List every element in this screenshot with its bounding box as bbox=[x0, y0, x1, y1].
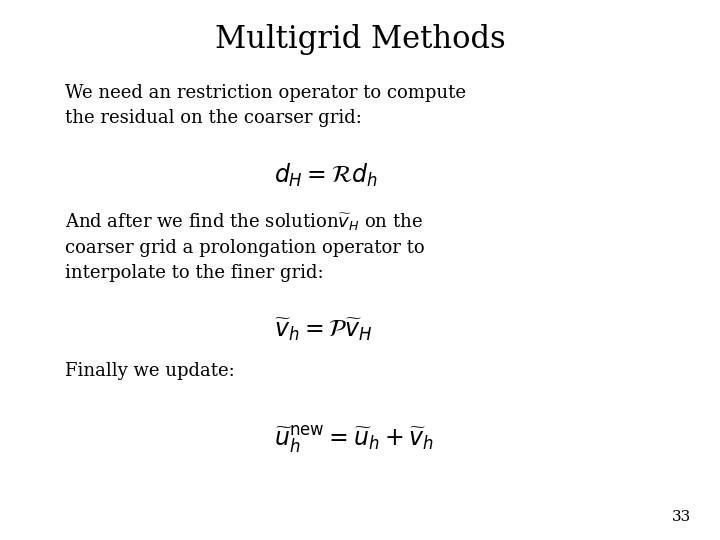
Text: We need an restriction operator to compute
the residual on the coarser grid:: We need an restriction operator to compu… bbox=[65, 84, 466, 127]
Text: Multigrid Methods: Multigrid Methods bbox=[215, 24, 505, 55]
Text: $\widetilde{u}_h^{\mathrm{new}} = \widetilde{u}_h + \widetilde{v}_h$: $\widetilde{u}_h^{\mathrm{new}} = \widet… bbox=[274, 424, 433, 455]
Text: $\widetilde{v}_h = \mathcal{P}\widetilde{v}_H$: $\widetilde{v}_h = \mathcal{P}\widetilde… bbox=[274, 316, 372, 343]
Text: And after we find the solution$\widetilde{v}_H$ on the
coarser grid a prolongati: And after we find the solution$\widetild… bbox=[65, 211, 424, 281]
Text: Finally we update:: Finally we update: bbox=[65, 362, 235, 380]
Text: 33: 33 bbox=[672, 510, 691, 524]
Text: $d_H = \mathcal{R}d_h$: $d_H = \mathcal{R}d_h$ bbox=[274, 162, 377, 189]
